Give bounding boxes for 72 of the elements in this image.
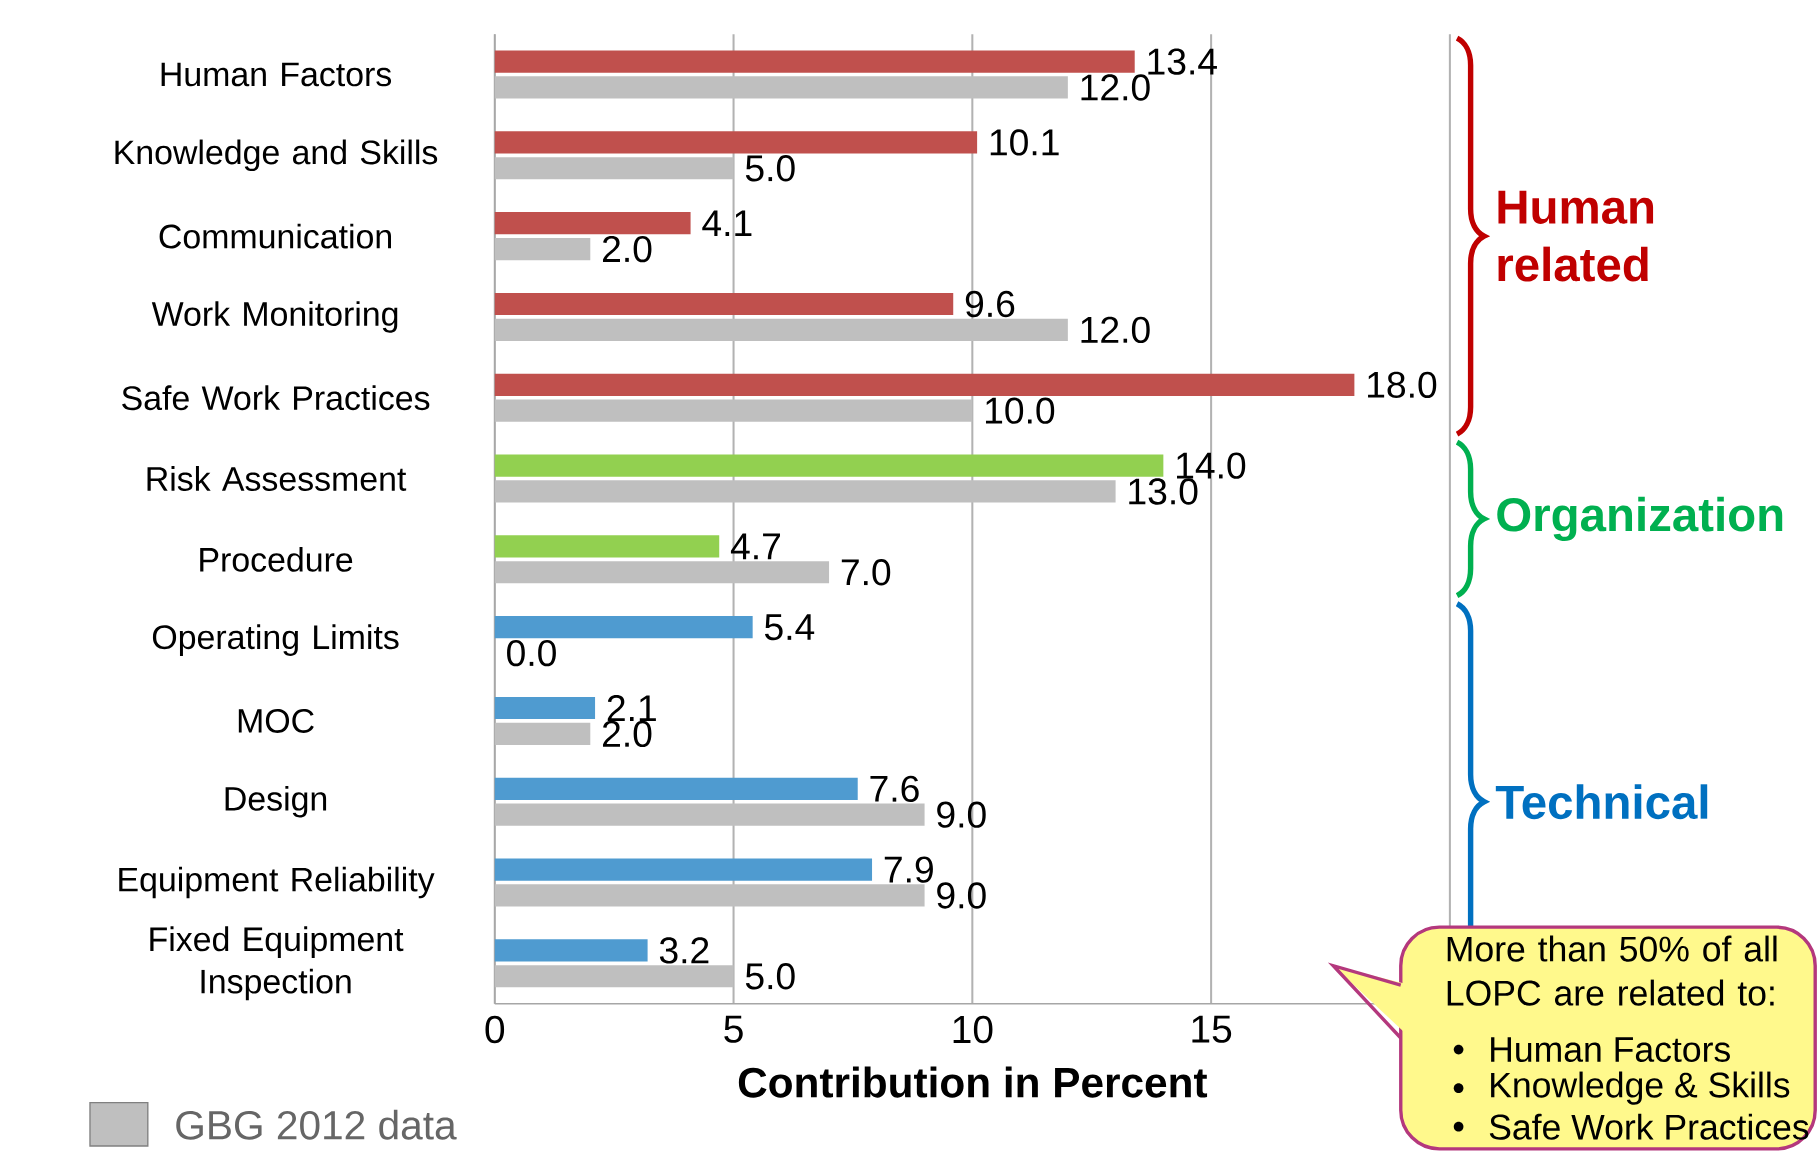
bar	[494, 722, 591, 746]
bar	[494, 777, 858, 801]
text: Organization	[1497, 496, 1783, 542]
y-tick-label: Design	[225, 786, 327, 818]
data-label: 5.4	[764, 614, 815, 641]
data-label: 7.9	[884, 856, 933, 883]
data-label: 9.0	[937, 882, 986, 909]
y-tick-label: Procedure	[200, 547, 353, 572]
x-tick-label: 15	[1192, 1015, 1232, 1044]
y-tick-label: Communication	[159, 223, 391, 249]
y-tick-label: Safe Work Practices	[122, 385, 430, 411]
data-label: 5.0	[745, 963, 795, 990]
data-label: 7.6	[870, 775, 919, 803]
bar	[494, 454, 1164, 477]
bar	[494, 399, 973, 422]
text: Human Factors	[1491, 1037, 1730, 1063]
bar	[494, 480, 1116, 503]
bar	[494, 238, 591, 261]
legend-label: GBG 2012 data	[176, 1110, 457, 1140]
bar	[494, 157, 734, 180]
y-tick-label: Work Monitoring	[151, 301, 398, 333]
bar	[494, 965, 734, 988]
data-label: 2.0	[602, 720, 652, 748]
x-axis-title: Contribution in Percent	[738, 1066, 1208, 1098]
data-label: 4.1	[702, 210, 752, 237]
bar	[494, 616, 753, 639]
data-label: 4.7	[730, 533, 780, 560]
bar	[494, 212, 691, 235]
bar	[494, 697, 596, 720]
bar	[494, 131, 978, 154]
data-label: 13.4	[1148, 48, 1217, 75]
data-label: 2.0	[602, 236, 652, 263]
y-tick-label: Equipment Reliability	[119, 866, 435, 899]
bar	[494, 50, 1135, 73]
data-label: 12.0	[1081, 316, 1150, 344]
bar	[494, 858, 873, 881]
data-label: 18.0	[1368, 371, 1437, 399]
bar	[494, 535, 720, 558]
data-label: 10.1	[990, 129, 1059, 156]
bar	[494, 318, 1068, 342]
data-label: 9.6	[965, 291, 1015, 318]
bar	[494, 884, 925, 907]
x-tick-label: 10	[953, 1015, 993, 1044]
data-label: 3.2	[659, 937, 709, 964]
x-tick-label: 0	[485, 1015, 505, 1044]
data-label: 12.0	[1081, 74, 1150, 101]
y-tick-label: Fixed Equipment Inspection	[150, 926, 404, 1001]
bar	[494, 373, 1355, 397]
y-tick-label: Human Factors	[161, 62, 392, 87]
text: Human related	[1498, 190, 1654, 282]
bar	[494, 939, 648, 962]
annotation: More than 50% of all LOPC are related to:	[1447, 935, 1777, 1006]
data-label: 10.0	[985, 397, 1055, 425]
text: Safe Work Practices	[1489, 1113, 1809, 1140]
y-tick-label: Knowledge and Skills	[115, 139, 438, 172]
data-label: 7.0	[841, 559, 891, 586]
data-label: 13.0	[1129, 478, 1198, 505]
y-tick-label: Operating Limits	[152, 624, 399, 657]
bar	[494, 76, 1068, 99]
data-label: 0.0	[507, 640, 556, 667]
text: Knowledge & Skills	[1491, 1071, 1790, 1105]
y-tick-label: Risk Assessment	[147, 466, 407, 492]
data-label: 5.0	[745, 155, 795, 182]
text: Technical	[1495, 784, 1708, 820]
y-tick-label: MOC	[238, 709, 314, 734]
bar	[494, 561, 830, 584]
data-label: 14.0	[1177, 452, 1246, 479]
bar	[494, 803, 925, 826]
data-label: 2.1	[607, 695, 656, 722]
data-label: 9.0	[937, 801, 986, 828]
x-tick-label: 5	[724, 1015, 743, 1044]
bar	[494, 293, 954, 316]
